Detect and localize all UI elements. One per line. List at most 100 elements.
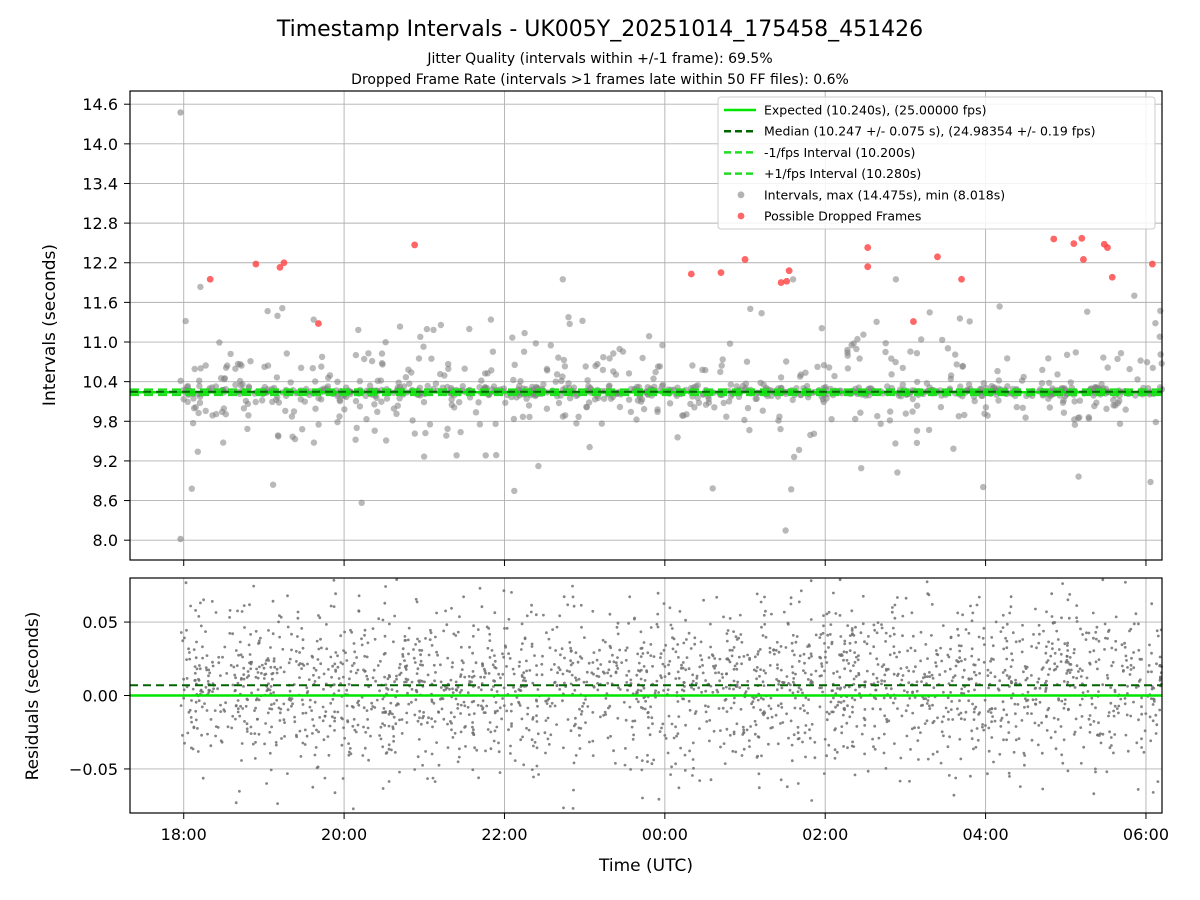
- residual-point: [266, 657, 270, 660]
- residual-point: [857, 671, 861, 675]
- residual-point: [884, 767, 888, 770]
- residual-point: [211, 690, 214, 693]
- residual-point: [341, 662, 345, 666]
- residual-point: [415, 600, 419, 604]
- residual-point: [569, 659, 572, 663]
- residual-point: [242, 666, 246, 670]
- interval-point: [1116, 420, 1124, 427]
- residual-point: [481, 706, 485, 710]
- residual-point: [1152, 698, 1156, 701]
- residual-point: [301, 741, 305, 745]
- residual-point: [803, 731, 807, 735]
- residual-point: [741, 733, 745, 736]
- residual-point: [911, 634, 915, 638]
- residual-point: [247, 643, 251, 647]
- residual-point: [196, 727, 199, 730]
- residual-point: [1130, 656, 1133, 660]
- residual-point: [654, 689, 657, 693]
- residual-point: [255, 717, 259, 721]
- dropped-frame-point: [1080, 256, 1087, 263]
- residual-point: [313, 753, 317, 757]
- residual-point: [503, 627, 506, 630]
- residual-point: [1066, 644, 1069, 647]
- residual-point: [1001, 626, 1005, 629]
- residual-point: [717, 671, 721, 674]
- interval-point: [363, 416, 370, 423]
- residual-point: [1026, 705, 1030, 709]
- residual-point: [806, 678, 810, 681]
- residual-point: [664, 643, 668, 647]
- residual-point: [1002, 738, 1005, 742]
- residual-point: [857, 654, 860, 657]
- residual-point: [711, 690, 715, 694]
- residual-point: [809, 673, 813, 676]
- residual-point: [533, 740, 537, 744]
- residual-point: [476, 628, 480, 631]
- residual-point: [723, 698, 727, 702]
- residual-point: [825, 710, 829, 714]
- residual-point: [205, 654, 209, 657]
- residual-point: [791, 649, 794, 653]
- residual-point: [1055, 665, 1059, 668]
- residual-point: [896, 674, 899, 677]
- residual-point: [489, 730, 493, 734]
- residual-point: [807, 656, 811, 660]
- residual-point: [986, 668, 990, 672]
- interval-point: [309, 365, 316, 372]
- residual-point: [319, 637, 322, 641]
- residual-point: [319, 662, 323, 666]
- residual-point: [430, 717, 433, 721]
- residual-point: [1005, 639, 1009, 643]
- residual-point: [233, 689, 237, 693]
- residual-point: [513, 759, 517, 762]
- residual-point: [1068, 671, 1072, 674]
- residual-point: [357, 609, 361, 613]
- residual-point: [236, 707, 240, 711]
- interval-point: [197, 283, 204, 291]
- interval-point: [315, 395, 322, 402]
- residual-point: [314, 668, 318, 672]
- residual-point: [396, 702, 399, 705]
- residual-point: [456, 702, 460, 706]
- interval-point: [222, 364, 230, 371]
- residual-point: [863, 724, 867, 727]
- residual-point: [958, 699, 961, 703]
- residual-point: [853, 660, 857, 664]
- residual-point: [1075, 620, 1079, 623]
- residual-point: [909, 748, 912, 751]
- residual-point: [1126, 684, 1129, 688]
- residual-point: [1079, 726, 1083, 729]
- residual-point: [1061, 761, 1065, 765]
- residual-point: [655, 679, 659, 683]
- residual-point: [219, 739, 223, 743]
- residual-point: [986, 710, 990, 713]
- residual-point: [677, 786, 681, 790]
- residual-point: [675, 734, 678, 738]
- residual-point: [884, 631, 888, 635]
- residual-point: [1103, 622, 1107, 626]
- residual-point: [203, 702, 206, 705]
- residual-point: [875, 657, 879, 661]
- residual-point: [519, 648, 523, 651]
- interval-point: [355, 326, 362, 334]
- residual-point: [1077, 670, 1080, 673]
- residual-point: [1066, 641, 1069, 645]
- residual-point: [1031, 698, 1035, 702]
- residual-point: [603, 710, 607, 714]
- residual-point: [199, 624, 203, 628]
- residual-point: [975, 603, 979, 607]
- residual-point: [625, 674, 629, 677]
- interval-point: [606, 355, 613, 362]
- residual-point: [875, 631, 879, 635]
- interval-point: [957, 383, 964, 390]
- residual-point: [1047, 706, 1051, 710]
- residual-point: [792, 733, 796, 737]
- residual-point: [383, 634, 387, 638]
- residual-point: [970, 619, 974, 623]
- residual-point: [889, 687, 893, 691]
- residual-point: [406, 638, 410, 642]
- interval-point: [196, 399, 204, 406]
- residual-point: [381, 618, 385, 622]
- residual-point: [1106, 676, 1110, 680]
- dropped-frame-point: [276, 263, 284, 271]
